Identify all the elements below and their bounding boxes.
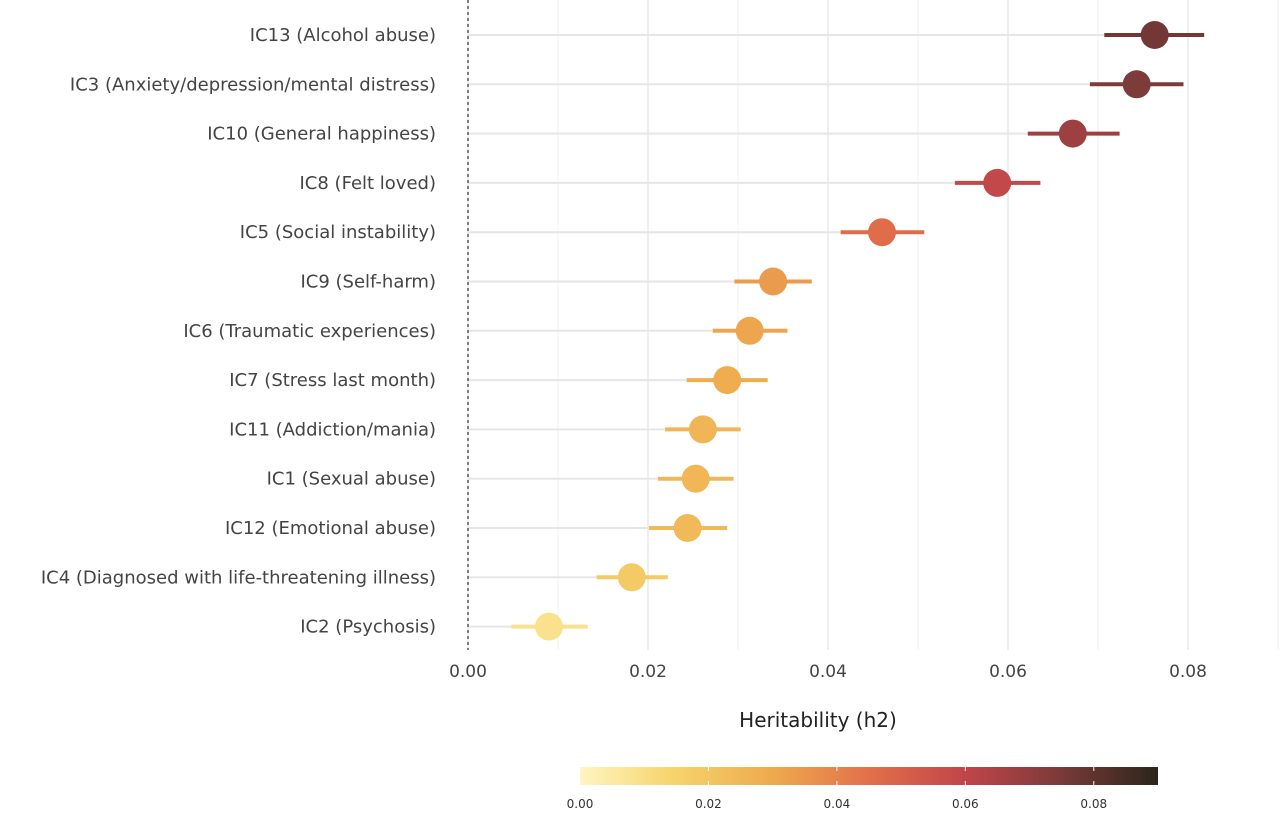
category-label: IC9 (Self-harm) (300, 272, 436, 293)
x-tick-label: 0.02 (629, 662, 667, 682)
row-lines (468, 34, 1105, 628)
x-tick-labels: 0.00 0.02 0.04 0.06 0.08 (449, 662, 1207, 682)
estimate-points (535, 21, 1169, 641)
category-label: IC8 (Felt loved) (300, 173, 437, 194)
category-label: IC2 (Psychosis) (300, 617, 436, 638)
x-tick-label: 0.04 (809, 662, 847, 682)
estimate-point (735, 316, 764, 345)
estimate-point (535, 612, 563, 641)
category-label: IC6 (Traumatic experiences) (183, 321, 436, 342)
category-label: IC4 (Diagnosed with life-threatening ill… (41, 567, 436, 588)
colorbar-tick-label: 0.06 (952, 797, 979, 811)
estimate-point (713, 366, 742, 395)
category-label: IC11 (Addiction/mania) (229, 419, 436, 440)
x-axis-title: Heritability (h2) (739, 708, 897, 732)
colorbar-ticks: 0.00 0.02 0.04 0.06 0.08 (567, 767, 1107, 811)
estimate-point (983, 168, 1012, 197)
x-tick-label: 0.00 (449, 662, 487, 682)
estimate-point (673, 514, 702, 542)
category-label: IC13 (Alcohol abuse) (250, 25, 436, 46)
estimate-point (688, 415, 717, 444)
grid (467, 0, 1279, 650)
category-label: IC10 (General happiness) (207, 124, 436, 145)
category-label: IC12 (Emotional abuse) (225, 518, 436, 539)
colorbar-tick-label: 0.00 (567, 797, 594, 811)
estimate-point (1122, 70, 1151, 99)
colorbar-gradient (580, 767, 1158, 785)
estimate-point (759, 267, 788, 296)
category-label: IC5 (Social instability) (240, 222, 436, 243)
x-tick-label: 0.08 (1169, 662, 1207, 682)
category-label: IC1 (Sexual abuse) (267, 469, 436, 490)
colorbar-tick-label: 0.02 (695, 797, 722, 811)
colorbar-tick-label: 0.08 (1080, 797, 1107, 811)
category-label: IC3 (Anxiety/depression/mental distress) (70, 74, 436, 95)
colorbar-legend: 0.00 0.02 0.04 0.06 0.08 (567, 767, 1158, 811)
category-labels: IC13 (Alcohol abuse) IC3 (Anxiety/depress… (41, 25, 436, 638)
colorbar-tick-label: 0.04 (824, 797, 851, 811)
estimate-point (1140, 21, 1169, 49)
estimate-point (1058, 119, 1087, 148)
estimate-point (868, 218, 896, 247)
estimate-point (617, 563, 646, 592)
category-label: IC7 (Stress last month) (229, 370, 436, 391)
x-tick-label: 0.06 (989, 662, 1027, 682)
estimate-point (681, 464, 710, 493)
